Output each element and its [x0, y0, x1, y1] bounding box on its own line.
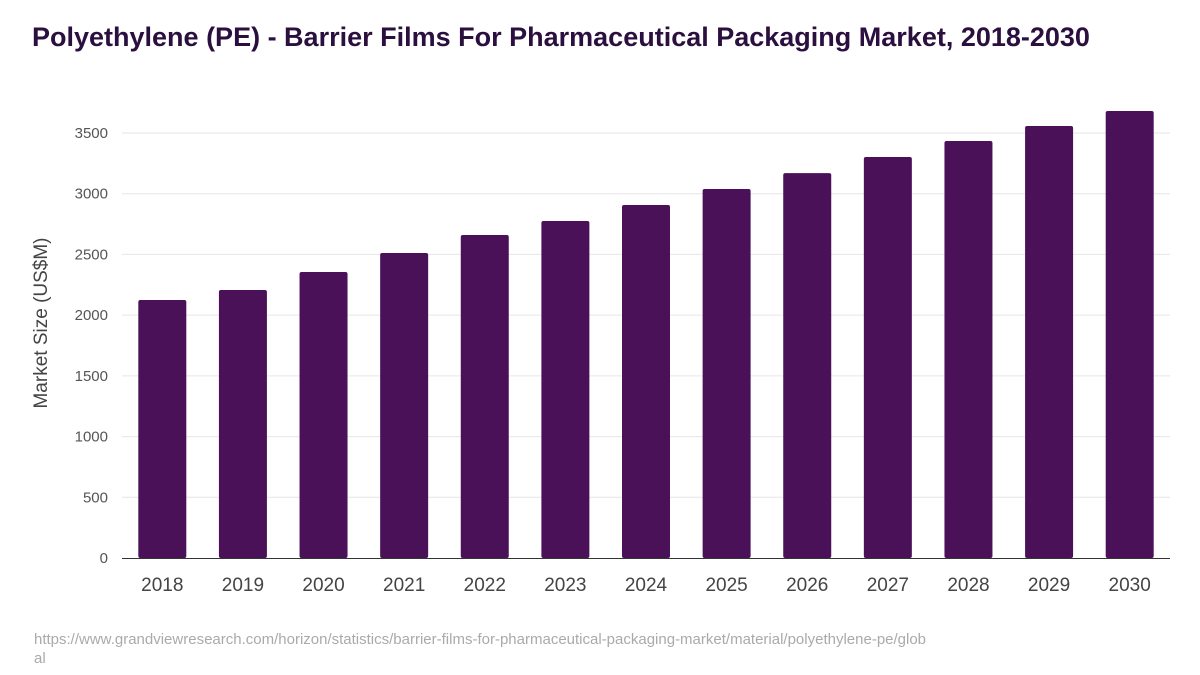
- y-axis-label: Market Size (US$M): [31, 237, 52, 408]
- y-tick-label: 2000: [75, 307, 108, 324]
- bar-2019: [218, 290, 267, 558]
- bar-2023: [541, 221, 590, 559]
- y-tick-label: 500: [83, 489, 108, 506]
- y-tick-label: 1500: [75, 368, 108, 385]
- x-tick-label: 2028: [947, 575, 989, 596]
- bar-2026: [783, 173, 832, 559]
- bar-2028: [944, 141, 993, 558]
- x-tick-label: 2030: [1109, 575, 1151, 596]
- x-tick-label: 2023: [544, 575, 586, 596]
- x-tick-label: 2019: [222, 575, 264, 596]
- source-url: https://www.grandviewresearch.com/horizo…: [34, 631, 927, 667]
- bar-2021: [380, 252, 429, 558]
- x-tick-label: 2020: [302, 575, 344, 596]
- bar-2022: [460, 235, 509, 558]
- y-tick-label: 0: [100, 550, 108, 567]
- bar-2025: [702, 188, 751, 558]
- x-tick-label: 2024: [625, 575, 668, 596]
- x-tick-label: 2025: [705, 575, 747, 596]
- y-tick-label: 3500: [75, 125, 108, 142]
- bar-2018: [138, 299, 187, 558]
- bar-2020: [299, 272, 348, 558]
- x-tick-label: 2022: [464, 575, 506, 596]
- x-tick-label: 2021: [383, 575, 425, 596]
- bar-2029: [1025, 125, 1074, 558]
- x-tick-label: 2029: [1028, 575, 1070, 596]
- y-tick-label: 2500: [75, 246, 108, 263]
- chart-title: Polyethylene (PE) - Barrier Films For Ph…: [32, 22, 1090, 52]
- bar-2030: [1105, 111, 1154, 559]
- x-tick-label: 2027: [867, 575, 909, 596]
- bar-2027: [863, 157, 912, 559]
- bar-2024: [622, 205, 670, 558]
- y-tick-label: 3000: [75, 186, 108, 203]
- x-tick-label: 2018: [141, 575, 183, 596]
- y-tick-label: 1000: [75, 429, 108, 446]
- x-tick-label: 2026: [786, 575, 828, 596]
